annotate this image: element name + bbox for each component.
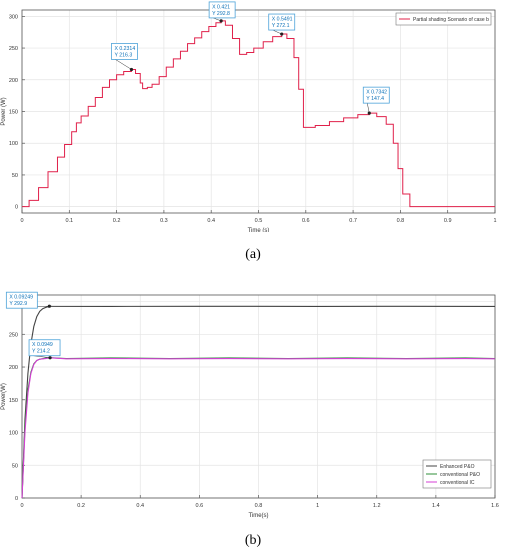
datatip-leader <box>115 59 132 70</box>
datatip-x-label: X 0.0949 <box>32 342 53 348</box>
x-tick-label: 0.6 <box>196 503 204 509</box>
x-tick-label: 1 <box>493 218 496 224</box>
y-axis-label: Power(W) <box>1 383 7 410</box>
y-tick-label: 300 <box>9 14 18 20</box>
y-tick-label: 250 <box>9 46 18 52</box>
caption-a: (a) <box>245 247 261 262</box>
x-tick-label: 0.2 <box>113 218 121 224</box>
x-axis-label: Time(s) <box>248 513 268 519</box>
y-tick-label: 0 <box>15 496 18 502</box>
y-tick-label: 200 <box>9 365 18 371</box>
chart-a-svg: 0 0.1 0.2 0.3 0.4 0.5 0.6 0.7 0.8 0.9 1 0 50 100 150 20… <box>1 1 497 234</box>
plot-frame <box>21 9 496 214</box>
datatip-marker <box>47 304 51 308</box>
datatip-x-label: X 0.09249 <box>9 295 33 301</box>
datatip-x-label: X 0.5491 <box>272 17 293 23</box>
plot-frame <box>21 294 496 499</box>
datatip-x-label: X 0.2314 <box>114 46 135 52</box>
x-tick-label: 0.6 <box>302 218 310 224</box>
y-tick-label: 0 <box>15 205 18 211</box>
datatip-leader <box>367 103 370 114</box>
x-axis-label: Time (s) <box>248 228 270 232</box>
x-tick-label: 0 <box>20 218 23 224</box>
datatip-x-label: X 0.421 <box>212 4 230 10</box>
chart-b: 00.20.40.60.811.21.41.605010015020025030… <box>0 284 506 519</box>
legend-label-1: Partial shading Scenario of case b <box>413 17 489 23</box>
datatip-marker <box>219 19 223 23</box>
y-tick-label: 150 <box>9 398 18 404</box>
legend-label-1: Enhanced P&O <box>440 464 475 470</box>
datatip-y-label: Y 147.4 <box>366 96 384 102</box>
x-tick-label: 0.7 <box>349 218 357 224</box>
x-tick-label: 0.9 <box>444 218 452 224</box>
datatip-box <box>28 339 61 357</box>
caption-b: (b) <box>244 533 262 548</box>
series-line-1 <box>21 305 496 499</box>
x-tick-label: 0.8 <box>255 503 263 509</box>
datatip-box <box>5 291 38 309</box>
datatip-marker <box>48 356 52 360</box>
datatip-box <box>208 1 236 19</box>
datatip-marker <box>129 67 134 72</box>
x-tick-label: 0.4 <box>136 503 144 509</box>
x-tick-label: 1 <box>316 503 319 509</box>
y-tick-label: 200 <box>9 78 18 84</box>
chart-a: 0 0.1 0.2 0.3 0.4 0.5 0.6 0.7 0.8 0.9 1 0 50 100 150 20… <box>0 0 506 234</box>
chart-b-svg: 00.20.40.60.811.21.41.605010015020025030… <box>1 291 499 519</box>
y-tick-label: 100 <box>9 431 18 437</box>
datatip-box <box>268 13 296 31</box>
x-tick-label: 0.5 <box>255 218 263 224</box>
datatip-y-label: Y 292.8 <box>212 11 230 17</box>
x-tick-label: 0.2 <box>77 503 85 509</box>
datatip-box <box>362 86 390 104</box>
y-axis-label: Power (W) <box>1 97 7 125</box>
datatip-y-label: Y 216.3 <box>114 52 132 58</box>
series-line-1 <box>22 20 495 208</box>
datatip-leader <box>272 29 282 35</box>
datatip-x-label: X 0.7342 <box>366 90 387 96</box>
legend-label-2: conventional P&O <box>440 472 480 478</box>
datatip-box <box>111 43 138 60</box>
legend-label-3: conventional IC <box>440 480 475 486</box>
datatip-y-label: Y 292.9 <box>9 301 27 307</box>
legend-box <box>395 12 492 26</box>
y-tick-label: 150 <box>9 110 18 116</box>
x-tick-label: 0 <box>20 503 23 509</box>
x-tick-label: 1.6 <box>491 503 499 509</box>
x-tick-label: 1.4 <box>432 503 440 509</box>
x-tick-label: 1.2 <box>373 503 381 509</box>
x-tick-label: 0.4 <box>207 218 215 224</box>
x-tick-label: 0.8 <box>397 218 405 224</box>
datatip-marker <box>280 32 284 36</box>
y-tick-label: 100 <box>9 141 18 147</box>
x-tick-label: 0.3 <box>160 218 168 224</box>
datatip-y-label: Y 272.1 <box>272 23 290 29</box>
x-tick-label: 0.1 <box>65 218 73 224</box>
y-tick-label: 250 <box>9 332 18 338</box>
datatip-marker <box>367 111 371 115</box>
y-tick-label: 50 <box>12 463 18 469</box>
datatip-y-label: Y 214.2 <box>32 349 50 355</box>
y-tick-label: 50 <box>12 173 18 179</box>
